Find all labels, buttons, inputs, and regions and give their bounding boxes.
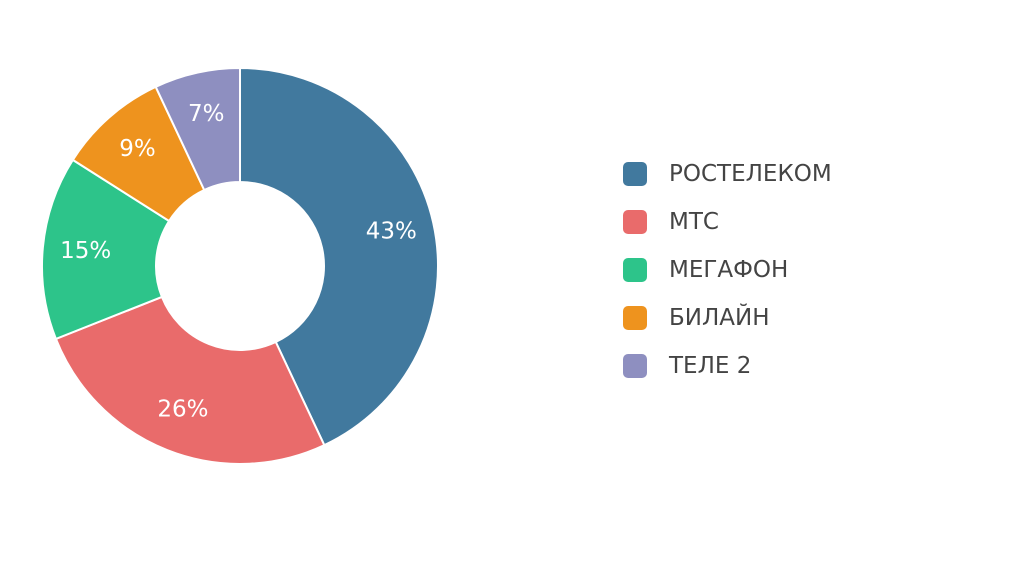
slice-label-4: 7% [188, 101, 225, 127]
slice-label-0: 43% [366, 219, 417, 245]
slice-1[interactable] [54, 295, 326, 465]
slice-label-2: 15% [60, 238, 111, 264]
legend-item-2[interactable]: МЕГАФОН [623, 246, 832, 294]
legend-label-2: МЕГАФОН [669, 257, 789, 283]
slice-label-3: 9% [119, 136, 156, 162]
legend-label-3: БИЛАЙН [669, 305, 770, 331]
slice-2[interactable] [41, 158, 171, 341]
legend-item-1[interactable]: МТС [623, 198, 832, 246]
legend-label-1: МТС [669, 209, 719, 235]
slice-labels-group: 43% 26% 15% 9% 7% [60, 101, 417, 422]
legend-swatch-0 [623, 162, 647, 186]
legend-item-4[interactable]: ТЕЛЕ 2 [623, 342, 832, 390]
legend-swatch-3 [623, 306, 647, 330]
legend-label-4: ТЕЛЕ 2 [669, 353, 752, 379]
legend-item-0[interactable]: РОСТЕЛЕКОМ [623, 150, 832, 198]
legend: РОСТЕЛЕКОМ МТС МЕГАФОН БИЛАЙН ТЕЛЕ 2 [623, 150, 832, 390]
slice-0[interactable] [239, 66, 439, 447]
legend-swatch-4 [623, 354, 647, 378]
slices-group [41, 66, 439, 465]
slice-4[interactable] [154, 66, 241, 192]
slice-label-1: 26% [157, 397, 208, 423]
legend-item-3[interactable]: БИЛАЙН [623, 294, 832, 342]
legend-label-0: РОСТЕЛЕКОМ [669, 161, 832, 187]
legend-swatch-1 [623, 210, 647, 234]
legend-swatch-2 [623, 258, 647, 282]
